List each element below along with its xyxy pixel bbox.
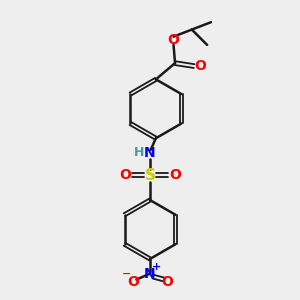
Text: +: +	[152, 262, 161, 272]
Text: −: −	[122, 269, 131, 279]
Text: O: O	[161, 275, 173, 290]
Text: O: O	[169, 168, 181, 182]
Text: H: H	[134, 146, 144, 159]
Text: S: S	[145, 167, 155, 182]
Text: N: N	[144, 267, 156, 281]
Text: O: O	[119, 168, 131, 182]
Text: N: N	[144, 146, 156, 160]
Text: O: O	[127, 275, 139, 290]
Text: O: O	[168, 33, 179, 46]
Text: O: O	[195, 59, 207, 73]
